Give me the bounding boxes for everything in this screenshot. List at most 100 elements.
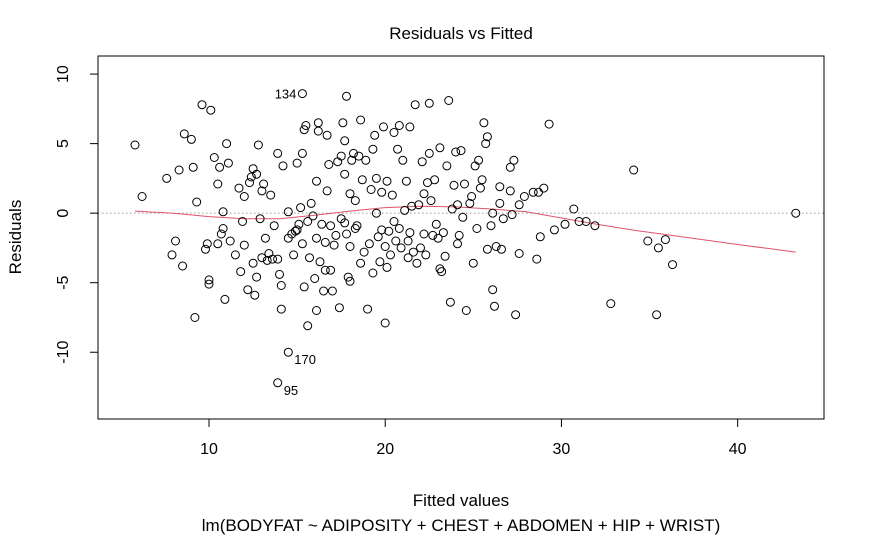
data-point [507, 210, 517, 220]
data-point [174, 165, 184, 175]
y-tick-label: 5 [55, 139, 72, 148]
point-labels-layer: 134 170 95 [275, 87, 316, 398]
data-point [495, 198, 505, 208]
data-point [349, 148, 358, 158]
data-point [243, 285, 253, 295]
data-point [327, 286, 337, 296]
data-point [252, 169, 262, 179]
data-point [460, 179, 469, 189]
data-point [186, 134, 196, 144]
data-point [190, 313, 200, 322]
data-point [495, 182, 505, 192]
data-point [273, 378, 283, 388]
data-point [437, 267, 447, 277]
data-point [257, 253, 267, 263]
data-point [426, 196, 436, 206]
data-point [273, 148, 283, 158]
data-point [329, 240, 339, 250]
data-point [322, 130, 332, 140]
data-point [408, 247, 418, 257]
data-point [407, 201, 417, 211]
data-point [239, 240, 249, 250]
data-point [253, 140, 263, 150]
data-point [403, 253, 413, 263]
data-point [442, 161, 452, 171]
data-point [379, 122, 388, 132]
data-point [393, 144, 403, 154]
data-point [343, 272, 353, 282]
data-point [465, 198, 475, 208]
x-axis: 10 20 30 40 [200, 418, 747, 458]
data-point [209, 153, 219, 162]
data-point [368, 144, 378, 154]
data-point [458, 212, 468, 222]
data-point [334, 303, 344, 313]
data-point [428, 230, 438, 240]
data-point [312, 233, 321, 243]
data-point [218, 224, 228, 233]
data-point [246, 172, 256, 182]
data-point [276, 304, 286, 314]
data-point [223, 158, 233, 168]
data-point [403, 236, 413, 246]
data-point [652, 310, 662, 320]
data-point [305, 253, 314, 263]
data-point [248, 258, 258, 268]
y-tick-label: -10 [55, 341, 72, 364]
data-point [479, 118, 489, 128]
data-point [322, 186, 332, 196]
data-point [202, 239, 212, 249]
data-point [387, 190, 397, 200]
data-point [534, 187, 543, 197]
data-point [477, 175, 487, 185]
data-point [380, 318, 390, 328]
data-point [539, 183, 549, 193]
data-point [326, 221, 336, 231]
data-point [514, 249, 524, 258]
data-point [252, 272, 262, 282]
data-point [303, 217, 313, 226]
data-point [352, 221, 362, 231]
data-point [336, 151, 346, 161]
data-point [283, 207, 293, 217]
data-point [560, 219, 570, 229]
data-point [544, 119, 554, 129]
data-point [606, 299, 616, 309]
data-point [371, 173, 381, 183]
data-point [486, 221, 496, 231]
data-point [472, 224, 482, 233]
points-layer [130, 89, 801, 388]
data-point [505, 186, 515, 196]
data-point [391, 236, 401, 246]
data-point [424, 148, 434, 158]
data-point [475, 183, 485, 193]
x-tick-label: 40 [729, 441, 747, 458]
data-point [363, 304, 373, 314]
data-point [371, 208, 381, 218]
data-point [130, 140, 140, 150]
data-point [431, 219, 441, 229]
x-tick-label: 20 [376, 441, 394, 458]
data-point [162, 173, 172, 183]
data-point [289, 250, 299, 260]
data-point [454, 230, 464, 240]
data-point [315, 257, 325, 267]
y-tick-label: 10 [55, 65, 72, 83]
data-point [296, 203, 306, 213]
data-point [419, 189, 429, 199]
data-point [394, 121, 404, 130]
data-point [294, 219, 304, 229]
data-point [317, 219, 327, 229]
data-point [389, 128, 399, 137]
data-point [361, 155, 371, 165]
data-point [273, 254, 283, 264]
data-point [292, 158, 302, 168]
data-point [350, 196, 360, 206]
data-point [373, 232, 383, 242]
data-point [340, 169, 350, 179]
data-point [342, 229, 351, 239]
data-point [384, 226, 394, 236]
data-point [275, 269, 284, 279]
data-point [230, 250, 240, 260]
